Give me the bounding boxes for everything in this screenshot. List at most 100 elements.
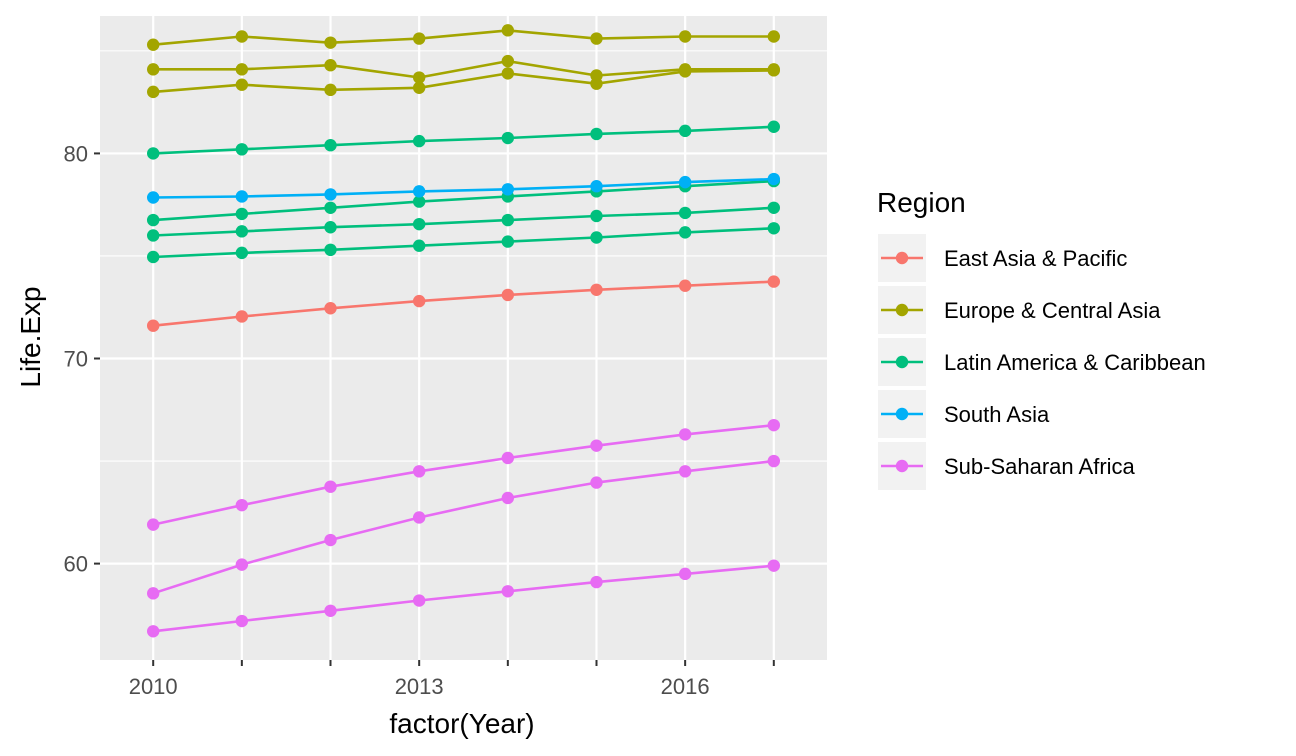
data-point [767, 120, 781, 133]
data-point [235, 30, 249, 43]
data-point [590, 127, 603, 141]
y-tick-label: 80 [64, 141, 88, 166]
data-point [412, 32, 426, 45]
series-line-3 [153, 69, 774, 94]
series-line-2 [153, 59, 774, 79]
data-point [678, 175, 692, 189]
legend-key-point [895, 407, 909, 421]
data-point [767, 275, 781, 288]
series-line-5 [153, 179, 774, 222]
data-point [146, 147, 160, 160]
series-points [146, 24, 781, 638]
data-point [767, 222, 781, 235]
data-point [412, 594, 426, 607]
legend-label: East Asia & Pacific [944, 246, 1127, 271]
legend-key-point [895, 303, 909, 317]
data-point [235, 498, 249, 512]
series-line-1 [153, 29, 774, 46]
data-point [235, 310, 249, 323]
x-tick-label: 2010 [129, 674, 178, 699]
x-tick-label: 2013 [395, 674, 444, 699]
data-point [146, 63, 160, 76]
data-point [678, 124, 692, 138]
data-point [590, 209, 603, 223]
data-point [412, 294, 426, 308]
data-point [412, 239, 426, 252]
data-point [767, 30, 781, 43]
data-point [146, 191, 160, 204]
legend-label: Latin America & Caribbean [944, 350, 1206, 375]
series-line-9 [152, 423, 774, 526]
data-point [324, 59, 337, 72]
data-point [324, 221, 337, 234]
data-point [324, 604, 337, 617]
data-point [412, 465, 426, 478]
legend-title: Region [877, 187, 966, 218]
data-point [767, 559, 781, 572]
data-point [767, 172, 781, 186]
y-axis-title: Life.Exp [15, 286, 46, 387]
minor-gridlines [100, 50, 827, 462]
data-point [324, 533, 337, 547]
plot-panel [100, 16, 827, 660]
series-lines [152, 29, 774, 633]
series-line-11 [153, 564, 774, 633]
data-point [501, 54, 515, 68]
data-point [412, 185, 426, 198]
data-point [678, 30, 692, 43]
legend: Region East Asia & Pacific Europe & Centr… [877, 187, 1206, 490]
data-point [146, 85, 160, 99]
legend-label: Sub-Saharan Africa [944, 454, 1136, 479]
major-gridlines [100, 16, 827, 660]
y-tick-label: 60 [64, 552, 88, 577]
data-point [590, 77, 603, 90]
data-point [235, 246, 249, 260]
data-point [678, 206, 692, 220]
data-point [146, 319, 160, 332]
data-point [501, 451, 515, 465]
data-point [678, 226, 692, 239]
data-point [324, 201, 337, 214]
data-point [235, 143, 249, 156]
data-point [324, 139, 337, 152]
data-point [501, 585, 515, 598]
legend-key-point [895, 459, 909, 473]
data-point [678, 428, 692, 441]
series-line-8 [153, 177, 774, 199]
data-point [146, 38, 160, 51]
data-point [678, 65, 692, 78]
x-axis-title: factor(Year) [389, 708, 534, 739]
data-point [412, 195, 426, 208]
data-point [146, 229, 160, 242]
data-point [146, 213, 160, 227]
legend-label: Europe & Central Asia [944, 298, 1161, 323]
data-point [501, 491, 515, 505]
data-point [146, 587, 160, 600]
legend-label: South Asia [944, 402, 1050, 427]
data-point [324, 302, 337, 315]
data-point [324, 36, 337, 49]
data-point [324, 243, 337, 257]
series-line-0 [153, 280, 774, 327]
data-point [412, 511, 426, 524]
legend-key-point [895, 355, 909, 369]
x-axis: 2010 2013 2016 [129, 660, 775, 699]
y-axis: 60 70 80 [64, 141, 100, 577]
data-point [501, 24, 515, 37]
legend-key-point [895, 251, 909, 265]
data-point [501, 213, 515, 227]
data-point [412, 217, 426, 231]
data-point [590, 32, 603, 45]
y-tick-label: 70 [64, 347, 88, 372]
data-point [501, 131, 515, 145]
data-point [235, 78, 249, 91]
data-point [767, 64, 781, 77]
data-point [235, 190, 249, 203]
data-point [590, 476, 603, 489]
data-point [324, 188, 337, 201]
data-point [146, 518, 160, 531]
series-line-4 [153, 125, 774, 155]
data-point [590, 283, 603, 297]
data-point [501, 288, 515, 302]
